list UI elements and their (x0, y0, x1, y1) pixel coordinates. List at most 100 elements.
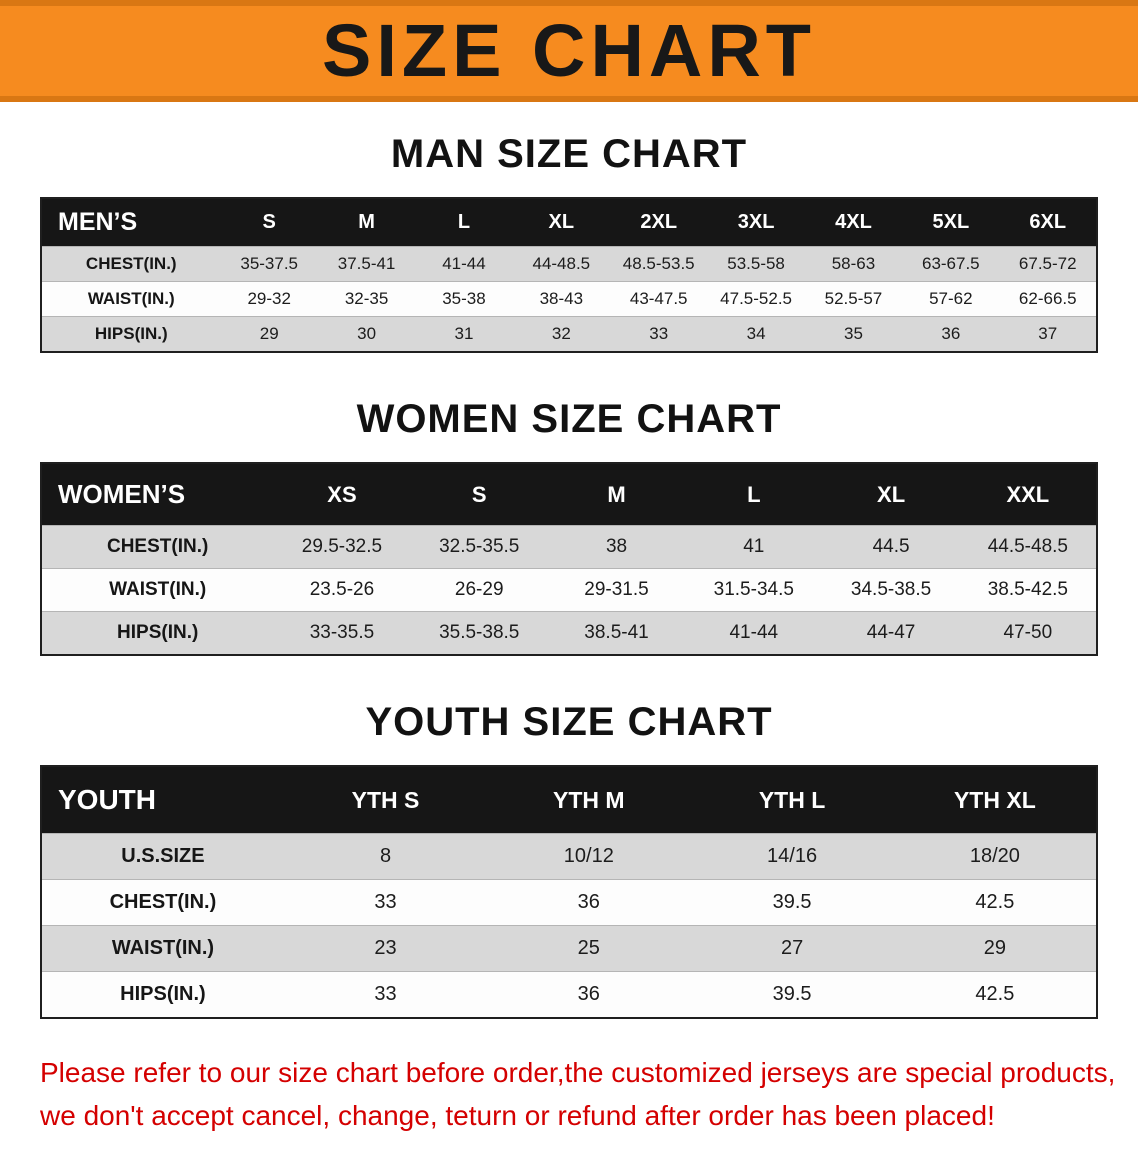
row-label: CHEST(IN.) (106, 536, 209, 557)
data-cell: 23 (374, 937, 397, 959)
disclaimer: Please refer to our size chart before or… (40, 1051, 1118, 1138)
data-cell: 33 (649, 324, 669, 343)
men-size-chart-heading: MAN SIZE CHART (390, 132, 748, 176)
data-cell: 18/20 (969, 845, 1020, 867)
table-title-cell: MEN’S (41, 198, 221, 247)
size-header-cell: YTH M (487, 766, 691, 834)
table-row: WAIST(IN.) 23.5-26 26-29 29-31.5 31.5-34.5 34… (41, 568, 1097, 612)
size-header-cell: S (410, 463, 548, 526)
data-cell: 29-32 (247, 289, 291, 308)
size-header-cell: YTH S (283, 766, 488, 834)
data-cell: 47-50 (1003, 622, 1053, 643)
size-header-cell: XL (512, 198, 611, 247)
data-cell: 36 (577, 983, 600, 1005)
data-cell: 30 (357, 324, 377, 343)
data-cell: 35.5-38.5 (439, 622, 520, 643)
size-header-cell: L (415, 198, 513, 247)
row-label: CHEST(IN.) (85, 254, 177, 273)
data-cell: 36 (577, 891, 600, 913)
table-title-cell: WOMEN’S (41, 463, 274, 526)
size-header-cell: L (685, 463, 823, 526)
data-cell: 39.5 (772, 891, 812, 913)
data-cell: 34 (746, 324, 766, 343)
data-cell: 38.5-42.5 (987, 579, 1068, 600)
size-header-cell: M (547, 463, 686, 526)
data-cell: 33 (374, 983, 397, 1005)
women-size-chart-heading: WOMEN SIZE CHART (356, 397, 782, 441)
row-label: HIPS(IN.) (120, 983, 206, 1005)
women-size-table: WOMEN’S XS S M L XL XXL CHEST(IN.) 29.5-32.5 32.5… (40, 462, 1098, 656)
size-header-cell: 4XL (804, 198, 903, 247)
row-label: WAIST(IN.) (109, 579, 207, 600)
men-size-chart-section: MAN SIZE CHART MEN’S S M L XL 2XL 3XL 4XL 5XL 6XL… (0, 132, 1138, 353)
data-cell: 35-37.5 (240, 254, 299, 273)
data-cell: 42.5 (975, 983, 1015, 1005)
table-row: WAIST(IN.) 29-32 32-35 35-38 38-43 43-47.5 47.… (41, 281, 1097, 317)
data-cell: 44-48.5 (532, 254, 591, 273)
table-header-row: WOMEN’S XS S M L XL XXL (41, 463, 1097, 526)
data-cell: 41-44 (729, 622, 779, 643)
data-cell: 35 (843, 324, 863, 343)
data-cell: 33-35.5 (309, 622, 375, 643)
row-label: U.S.SIZE (121, 845, 205, 867)
data-cell: 38 (605, 536, 628, 557)
data-cell: 62-66.5 (1018, 289, 1077, 308)
data-cell: 29 (259, 324, 279, 343)
data-cell: 37.5-41 (337, 254, 396, 273)
table-row: HIPS(IN.) 33-35.5 35.5-38.5 38.5-41 41-44 44-… (41, 611, 1097, 655)
data-cell: 43-47.5 (629, 289, 688, 308)
data-cell: 35-38 (442, 289, 486, 308)
data-cell: 25 (577, 937, 600, 959)
row-label: WAIST(IN.) (111, 937, 215, 959)
row-label: HIPS(IN.) (94, 324, 168, 343)
data-cell: 27 (780, 937, 804, 959)
data-cell: 36 (941, 324, 961, 343)
banner: SIZE CHART (0, 0, 1138, 102)
data-cell: 44.5 (872, 536, 910, 557)
size-header-cell: YTH L (690, 766, 894, 834)
table-row: HIPS(IN.) 29 30 31 32 33 34 35 36 37 (41, 316, 1097, 352)
data-cell: 47.5-52.5 (720, 289, 792, 308)
data-cell: 23.5-26 (309, 579, 375, 600)
table-row: WAIST(IN.) 23 25 27 29 (41, 925, 1097, 972)
table-row: CHEST(IN.) 33 36 39.5 42.5 (41, 879, 1097, 926)
data-cell: 53.5-58 (727, 254, 785, 273)
data-cell: 8 (379, 845, 392, 867)
table-row: CHEST(IN.) 35-37.5 37.5-41 41-44 44-48.5 48.5… (41, 246, 1097, 282)
data-cell: 39.5 (772, 983, 812, 1005)
row-label: HIPS(IN.) (117, 622, 199, 643)
youth-size-chart-section: YOUTH SIZE CHART YOUTH YTH S YTH M YTH L YTH… (0, 700, 1138, 1019)
size-header-cell: 5XL (902, 198, 1000, 247)
data-cell: 34.5-38.5 (850, 579, 932, 600)
size-header-cell: XS (273, 463, 411, 526)
data-cell: 38-43 (539, 289, 584, 308)
data-cell: 57-62 (929, 289, 973, 308)
table-row: U.S.SIZE 8 10/12 14/16 18/20 (41, 833, 1097, 880)
women-size-chart-section: WOMEN SIZE CHART WOMEN’S XS S M L XL XXL CHEST(… (0, 397, 1138, 656)
size-header-cell: XL (822, 463, 960, 526)
table-row: CHEST(IN.) 29.5-32.5 32.5-35.5 38 41 44.5 44.5… (41, 525, 1097, 569)
size-header-cell: S (220, 198, 318, 247)
data-cell: 37 (1038, 324, 1058, 343)
table-row: HIPS(IN.) 33 36 39.5 42.5 (41, 971, 1097, 1018)
data-cell: 67.5-72 (1018, 254, 1077, 273)
youth-size-table: YOUTH YTH S YTH M YTH L YTH XL U.S.SIZE 8 10/12… (40, 765, 1098, 1019)
data-cell: 33 (374, 891, 397, 913)
size-header-cell: 6XL (999, 198, 1097, 247)
table-title-cell: YOUTH (41, 766, 284, 834)
data-cell: 32.5-35.5 (439, 536, 520, 557)
size-header-cell: 2XL (610, 198, 708, 247)
data-cell: 32 (551, 324, 571, 343)
table-header-row: MEN’S S M L XL 2XL 3XL 4XL 5XL 6XL (41, 198, 1097, 247)
data-cell: 44-47 (866, 622, 916, 643)
data-cell: 44.5-48.5 (987, 536, 1068, 557)
row-label: WAIST(IN.) (87, 289, 175, 308)
men-size-table: MEN’S S M L XL 2XL 3XL 4XL 5XL 6XL CHEST(IN.) 35-37… (40, 197, 1098, 353)
data-cell: 42.5 (975, 891, 1015, 913)
size-header-cell: XXL (959, 463, 1097, 526)
data-cell: 29 (983, 937, 1006, 959)
youth-size-chart-heading: YOUTH SIZE CHART (365, 700, 773, 744)
data-cell: 32-35 (344, 289, 389, 308)
size-header-cell: 3XL (707, 198, 805, 247)
